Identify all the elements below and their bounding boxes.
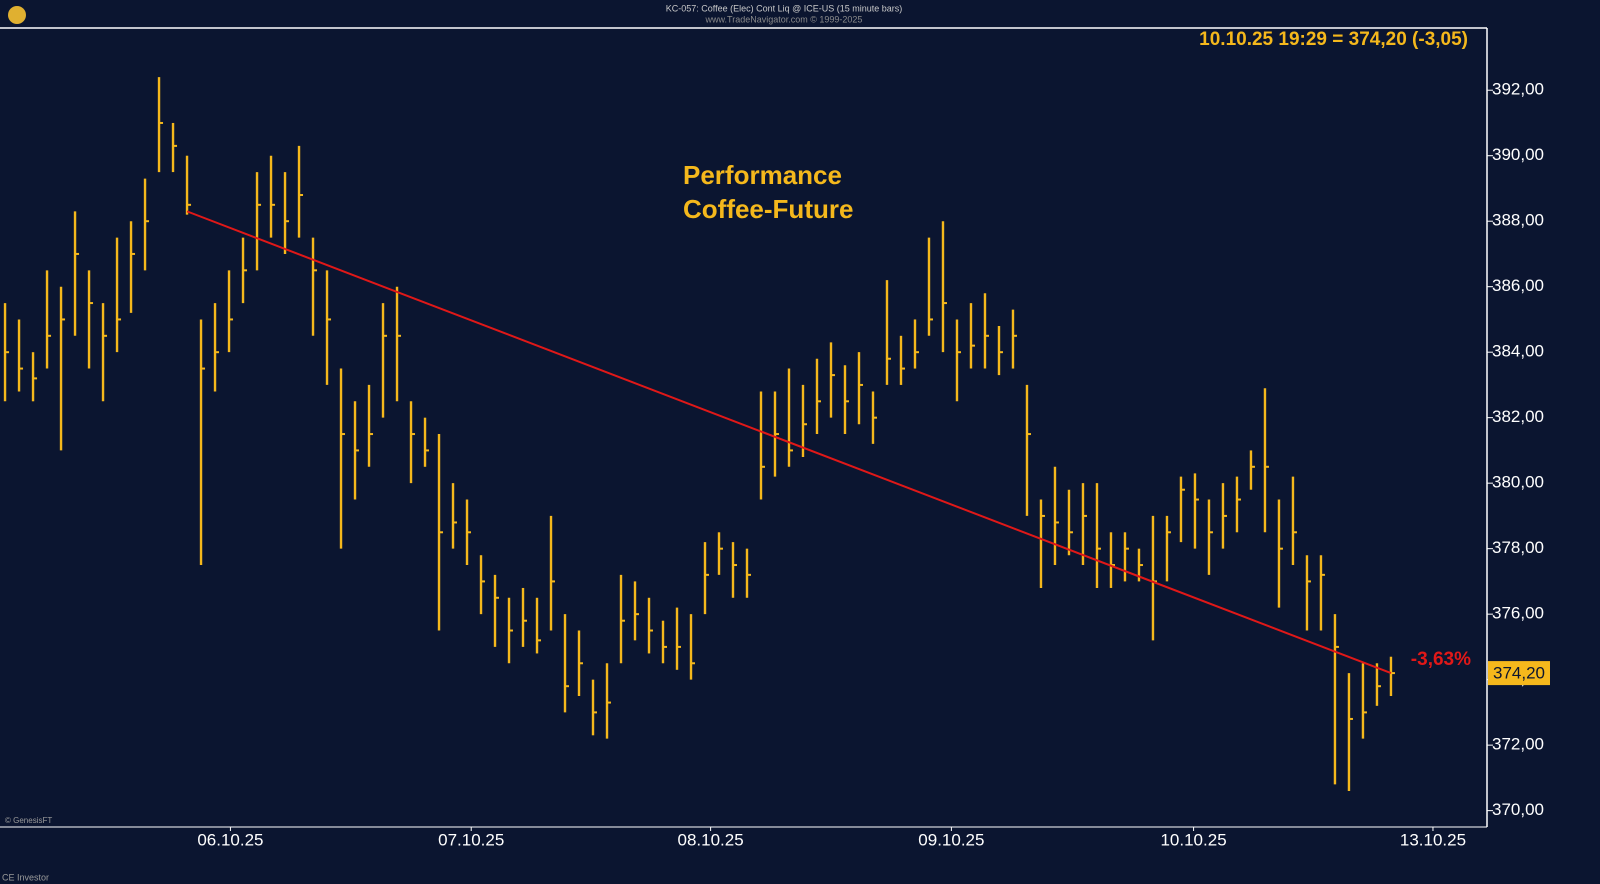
copyright-line: www.TradeNavigator.com © 1999-2025 bbox=[705, 14, 863, 24]
logo bbox=[8, 6, 26, 24]
performance-label: -3,63% bbox=[1411, 649, 1471, 670]
source-line: KC-057: Coffee (Elec) Cont Liq @ ICE-US … bbox=[666, 3, 903, 13]
y-tick-label: 384,00 bbox=[1492, 342, 1544, 361]
price-tag-box bbox=[1488, 661, 1550, 686]
y-tick-label: 378,00 bbox=[1492, 538, 1544, 557]
footer-left: © GenesisFT bbox=[5, 816, 52, 825]
x-tick-label: 07.10.25 bbox=[438, 830, 504, 849]
y-tick-label: 372,00 bbox=[1492, 735, 1544, 754]
y-tick-label: 376,00 bbox=[1492, 604, 1544, 623]
chart-title: Performance bbox=[683, 160, 842, 190]
y-tick-label: 370,00 bbox=[1492, 800, 1544, 819]
x-tick-label: 10.10.25 bbox=[1160, 830, 1226, 849]
price-tag-label: 374,20 bbox=[1493, 664, 1545, 683]
chart-subtitle: Coffee-Future bbox=[683, 194, 853, 224]
footer-bottom: CE Investor bbox=[2, 872, 49, 882]
x-tick-label: 08.10.25 bbox=[678, 830, 744, 849]
y-tick-label: 380,00 bbox=[1492, 473, 1544, 492]
x-tick-label: 06.10.25 bbox=[197, 830, 263, 849]
y-tick-label: 392,00 bbox=[1492, 80, 1544, 99]
info-line: 10.10.25 19:29 = 374,20 (-3,05) bbox=[1199, 29, 1468, 50]
x-tick-label: 13.10.25 bbox=[1400, 830, 1466, 849]
x-tick-label: 09.10.25 bbox=[918, 830, 984, 849]
y-tick-label: 388,00 bbox=[1492, 211, 1544, 230]
trend-line bbox=[186, 210, 1392, 675]
y-tick-label: 386,00 bbox=[1492, 276, 1544, 295]
y-tick-label: 382,00 bbox=[1492, 407, 1544, 426]
y-tick-label: 390,00 bbox=[1492, 145, 1544, 164]
